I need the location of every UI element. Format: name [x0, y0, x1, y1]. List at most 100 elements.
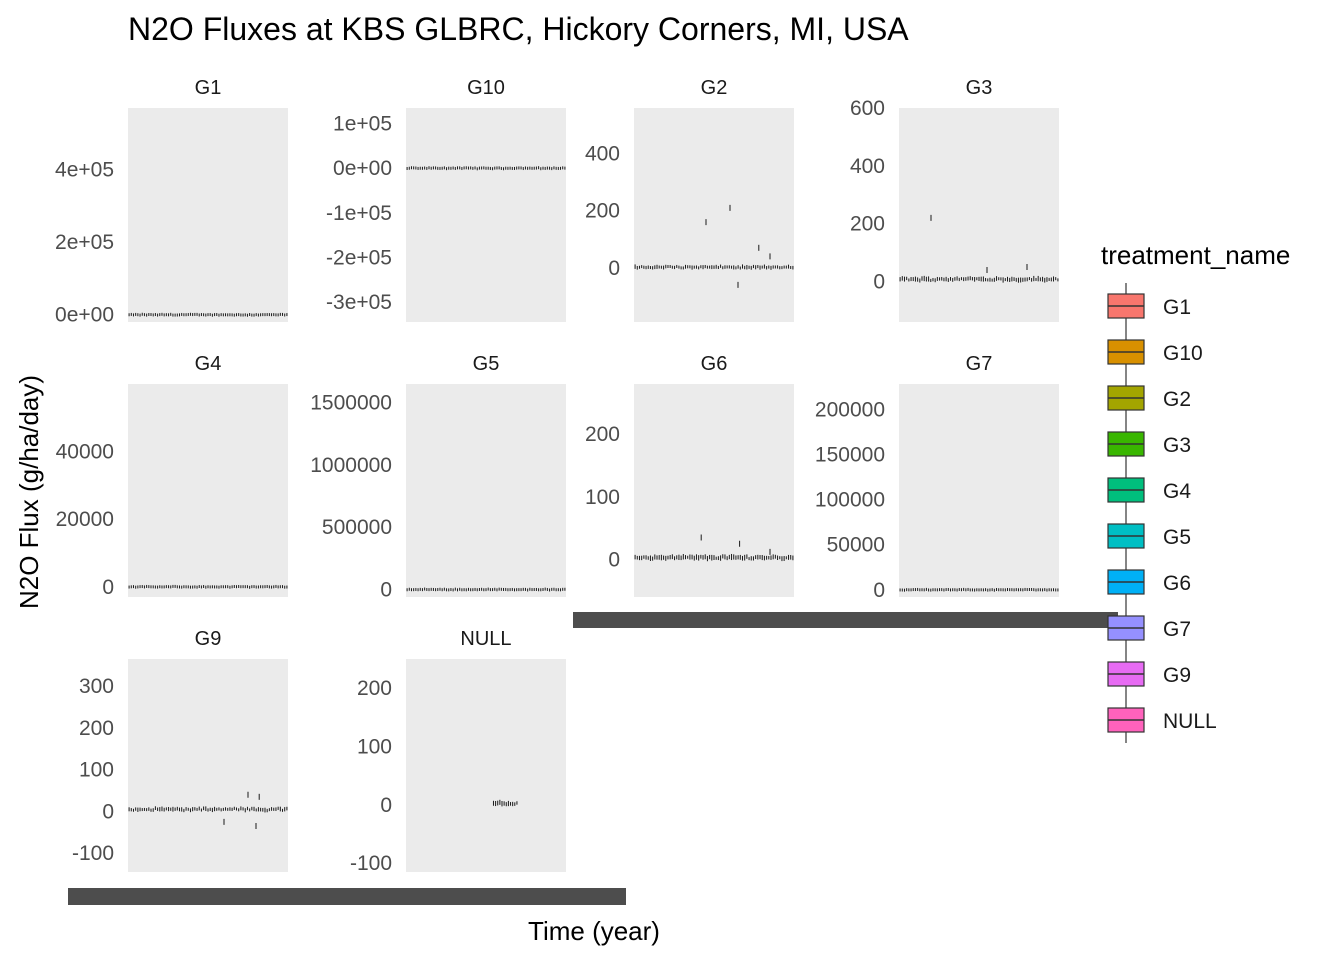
panel-background [128, 659, 288, 872]
y-tick-label: 200 [79, 717, 114, 740]
y-tick-label: 0e+00 [55, 304, 114, 327]
y-tick-label: 100 [357, 736, 392, 759]
box-series [128, 791, 288, 830]
panel-background [406, 108, 566, 322]
x-tick-labels-overlap [573, 612, 1118, 628]
facet-strip-label: G3 [966, 77, 993, 99]
legend-item-g6: G6 [1107, 559, 1191, 605]
y-tick-label: 40000 [56, 441, 114, 464]
y-tick-label: 50000 [827, 534, 885, 557]
y-tick-label: -2e+05 [326, 246, 392, 269]
facet-panels: G1 0e+00 2e+05 4e+05 G10 -3e+05 -2e+05 -1e+05 0e… [55, 77, 1118, 905]
facet-g7: G7 0 50000 100000 150000 200000 [815, 353, 1059, 602]
facet-strip-label: G10 [467, 77, 505, 99]
y-tick-label: 0 [380, 794, 392, 817]
legend-label: G2 [1163, 388, 1191, 411]
facet-g9: G9 -100 0 100 200 300 [72, 628, 288, 872]
box-series [406, 166, 566, 171]
legend-item-g5: G5 [1107, 513, 1191, 559]
facet-strip-label: G6 [701, 353, 728, 375]
y-tick-label: 0 [608, 548, 620, 571]
panel-background [406, 384, 566, 597]
y-tick-label: 1e+05 [333, 113, 392, 136]
facet-g4: G4 0 20000 40000 [56, 353, 288, 599]
y-tick-label: 500000 [322, 516, 392, 539]
y-tick-label: -100 [72, 842, 114, 865]
y-tick-label: 100000 [815, 489, 885, 512]
y-tick-label: 200 [357, 677, 392, 700]
legend-item-g4: G4 [1107, 467, 1191, 513]
box-series [128, 312, 288, 317]
facet-null: NULL -100 0 100 200 [350, 628, 566, 875]
box-series [899, 214, 1059, 283]
facet-strip-label: G2 [701, 77, 728, 99]
legend-item-g3: G3 [1107, 421, 1191, 467]
panel-background [634, 108, 794, 322]
x-axis-title: Time (year) [528, 916, 660, 946]
panel-background [634, 384, 794, 597]
box-series [634, 204, 794, 288]
y-tick-label: 200 [585, 200, 620, 223]
panel-background [128, 384, 288, 597]
legend-label: G6 [1163, 572, 1191, 595]
y-tick-label: 600 [850, 97, 885, 120]
chart-title: N2O Fluxes at KBS GLBRC, Hickory Corners… [128, 11, 909, 47]
box-series [492, 799, 518, 807]
y-tick-label: 200000 [815, 398, 885, 421]
y-tick-label: 100 [585, 486, 620, 509]
facet-strip-label: G4 [195, 353, 222, 375]
facet-strip-label: NULL [460, 628, 511, 650]
facet-strip-label: G5 [473, 353, 500, 375]
legend-label: G9 [1163, 664, 1191, 687]
y-tick-label: 300 [79, 675, 114, 698]
y-tick-label: 2e+05 [55, 231, 114, 254]
facet-strip-label: G7 [966, 353, 993, 375]
legend-label: G3 [1163, 434, 1191, 457]
legend-item-g9: G9 [1107, 651, 1191, 697]
facet-strip-label: G1 [195, 77, 222, 99]
y-tick-label: 200 [850, 213, 885, 236]
legend-item-g10: G10 [1107, 329, 1203, 375]
box-series [128, 584, 288, 589]
panel-background [899, 108, 1059, 322]
facet-g10: G10 -3e+05 -2e+05 -1e+05 0e+00 1e+05 [326, 77, 566, 322]
y-tick-label: 400 [585, 143, 620, 166]
y-tick-label: 0 [873, 271, 885, 294]
x-tick-labels-overlap [68, 888, 346, 905]
y-tick-label: -1e+05 [326, 202, 392, 225]
panel-background [128, 108, 288, 322]
facet-g3: G3 0 200 400 600 [850, 77, 1059, 322]
facet-strip-label: G9 [195, 628, 222, 650]
y-tick-label: 0 [102, 800, 114, 823]
legend-item-g1: G1 [1107, 283, 1191, 329]
y-tick-label: 200 [585, 423, 620, 446]
legend-label: G5 [1163, 526, 1191, 549]
y-tick-label: 0 [380, 579, 392, 602]
y-tick-label: 4e+05 [55, 159, 114, 182]
y-tick-label: 150000 [815, 443, 885, 466]
legend-item-g7: G7 [1107, 605, 1191, 651]
y-tick-label: 1500000 [310, 392, 392, 415]
facet-g5: G5 0 500000 1000000 1500000 [310, 353, 566, 602]
y-tick-label: 0 [102, 576, 114, 599]
y-tick-label: 0e+00 [333, 157, 392, 180]
y-tick-label: 100 [79, 759, 114, 782]
legend-label: G1 [1163, 296, 1191, 319]
legend-label: NULL [1163, 710, 1217, 733]
legend-label: G7 [1163, 618, 1191, 641]
y-tick-label: 1000000 [310, 454, 392, 477]
box-series [899, 587, 1059, 592]
y-tick-label: 400 [850, 155, 885, 178]
y-tick-label: -100 [350, 852, 392, 875]
y-tick-label: 0 [873, 579, 885, 602]
box-series [634, 534, 794, 562]
legend-item-g2: G2 [1107, 375, 1191, 421]
facet-g2: G2 0 200 400 [585, 77, 794, 322]
facet-g1: G1 0e+00 2e+05 4e+05 [55, 77, 288, 327]
y-tick-label: 20000 [56, 508, 114, 531]
legend-label: G10 [1163, 342, 1203, 365]
panel-background [406, 659, 566, 872]
y-tick-label: -3e+05 [326, 291, 392, 314]
legend-item-null: NULL [1107, 697, 1217, 743]
